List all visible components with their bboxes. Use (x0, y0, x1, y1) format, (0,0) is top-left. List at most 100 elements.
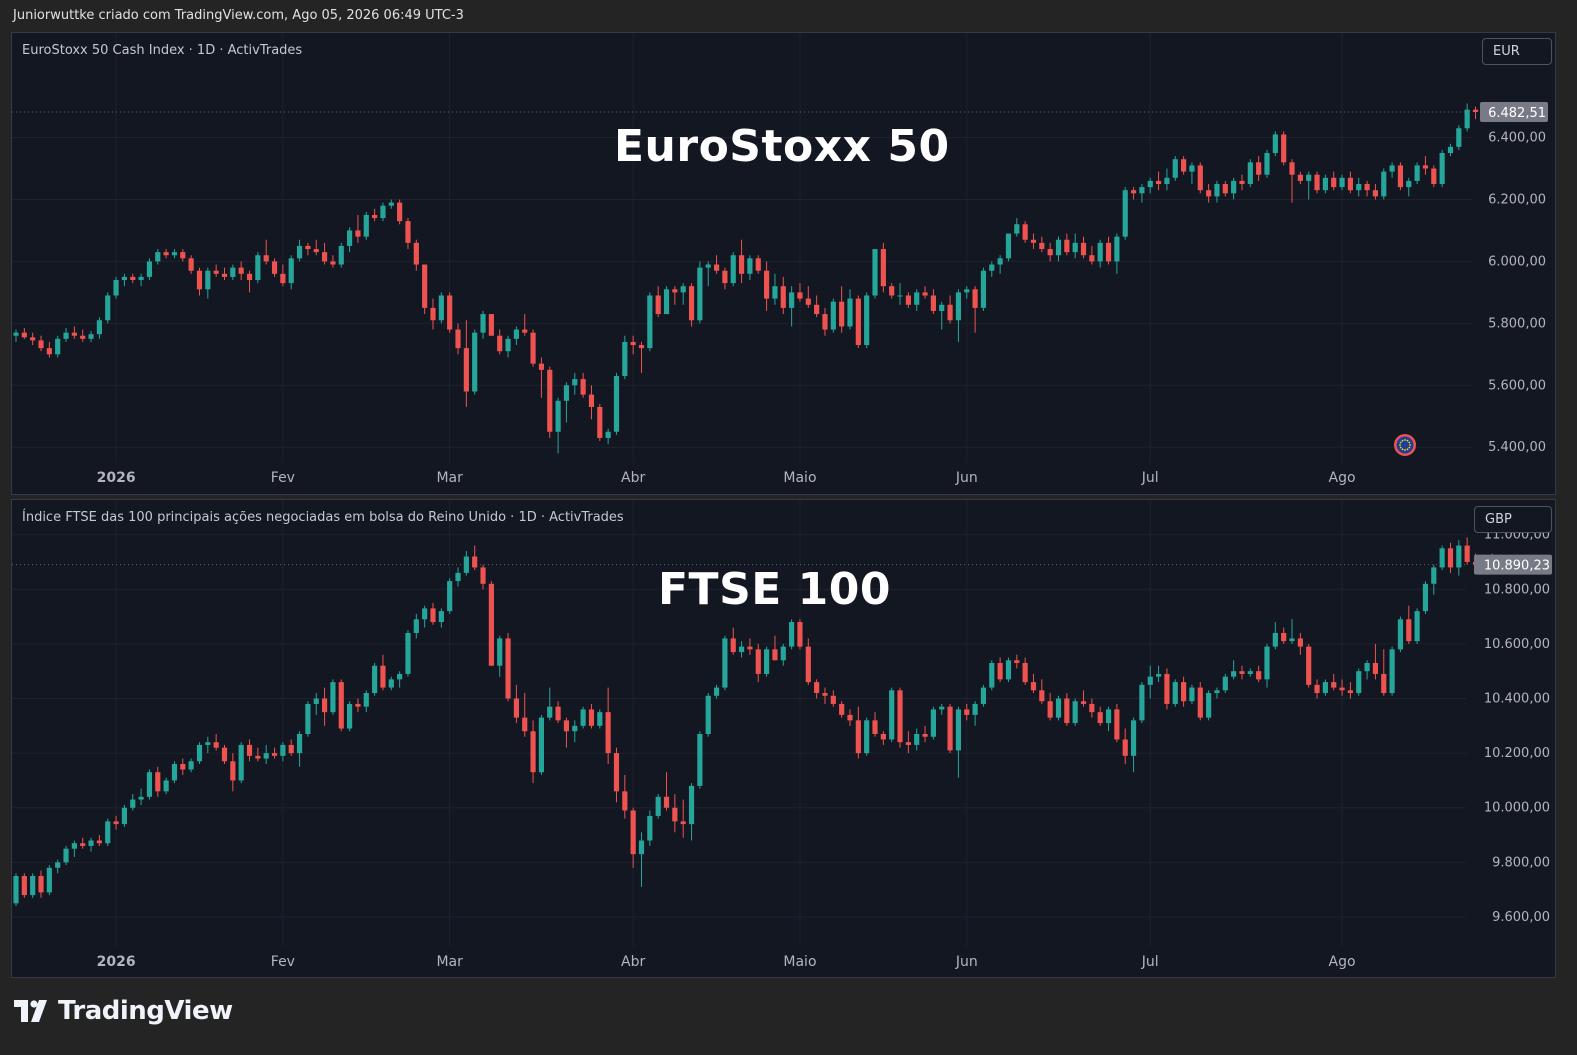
ftse-candle-body (547, 706, 553, 718)
eurostoxx-candle-body (163, 252, 169, 256)
ftse-candle-body (805, 646, 811, 683)
eurostoxx-candle (1055, 236, 1062, 262)
eurostoxx-candle-body (538, 363, 545, 370)
eurostoxx-candle-body (138, 276, 144, 280)
ftse-candle (1364, 660, 1370, 680)
ftse-x-tick-label: Jun (955, 954, 978, 970)
eurostoxx-candlestick-chart[interactable]: 6.400,00 6.200,00 6.000,00 5.800,00 5.600,00… (12, 33, 1556, 495)
ftse-candle (1439, 545, 1445, 571)
eurostoxx-candle (764, 261, 770, 311)
ftse-candle-body (1197, 687, 1203, 718)
eurostoxx-candle (213, 264, 219, 277)
eurostoxx-candle (1389, 162, 1395, 178)
eurostoxx-candle-body (713, 264, 720, 271)
ftse-candle-body (1114, 709, 1120, 740)
ftse-candle-body (63, 848, 69, 863)
tradingview-logo[interactable]: TradingView (14, 996, 233, 1026)
ftse-candle-body (638, 840, 645, 855)
ftse-candle (797, 619, 803, 650)
eurostoxx-candle-body (155, 252, 161, 262)
ftse-candle-body (196, 744, 203, 762)
ftse-candle (847, 709, 853, 726)
eurostoxx-candle (1364, 180, 1370, 197)
ftse-candle (330, 679, 336, 715)
eurostoxx-candle (730, 252, 736, 287)
eurostoxx-candle (997, 255, 1003, 274)
ftse-candle-body (1347, 690, 1353, 694)
ftse-candle-body (388, 679, 394, 688)
eu-flag-star (1406, 448, 1409, 451)
ftse-candle-body (1189, 687, 1195, 702)
ftse-candle (1022, 657, 1028, 685)
ftse-candle (1122, 728, 1128, 765)
eurostoxx-candle-body (755, 258, 761, 271)
eurostoxx-candle (588, 385, 595, 420)
ftse-candle-body (263, 753, 269, 759)
ftse-chart-panel[interactable]: 11.000,00 10.800,00 10.600,00 10.400,00 10.2… (11, 499, 1556, 978)
ftse-candle-body (1414, 611, 1420, 642)
ftse-candle (205, 736, 211, 754)
ftse-candle-body (138, 796, 144, 800)
eurostoxx-candle (1231, 177, 1237, 200)
eurostoxx-candle-body (213, 270, 219, 274)
eurostoxx-candle (697, 261, 703, 324)
eurostoxx-candle (705, 261, 711, 287)
eurostoxx-candle (680, 283, 686, 305)
ftse-candle (472, 545, 478, 571)
eurostoxx-chart-panel[interactable]: 6.400,00 6.200,00 6.000,00 5.800,00 5.600,00… (11, 32, 1556, 495)
eurostoxx-candle-body (1055, 239, 1062, 256)
eurostoxx-candle (880, 242, 886, 293)
eurostoxx-candle (538, 357, 545, 398)
eurostoxx-candle (872, 249, 878, 299)
eurostoxx-candle-body (413, 242, 419, 265)
ftse-candle-body (964, 709, 970, 715)
eurostoxx-candle-body (288, 258, 294, 284)
ftse-candle (497, 635, 503, 677)
eu-flag-star (1404, 449, 1406, 451)
ftse-candle-body (588, 709, 595, 726)
eurostoxx-candle (405, 218, 411, 250)
eurostoxx-candle-body (647, 295, 653, 349)
eurostoxx-candle-body (180, 252, 186, 259)
eurostoxx-candle (972, 286, 978, 333)
eurostoxx-candle (1097, 239, 1103, 268)
ftse-candle-body (513, 698, 519, 718)
ftse-candle (547, 687, 553, 721)
eurostoxx-candle (1414, 162, 1420, 184)
ftse-candle (1030, 673, 1037, 694)
ftse-candle-body (205, 742, 211, 745)
eurostoxx-candle-body (905, 295, 911, 305)
eurostoxx-candle (1072, 233, 1078, 259)
ftse-candle (422, 605, 428, 628)
ftse-candle (722, 635, 728, 691)
currency-gbp-button[interactable]: GBP (1474, 506, 1552, 533)
ftse-candle (1314, 679, 1320, 699)
eurostoxx-y-tick-label: 5.800,00 (1488, 316, 1546, 331)
ftse-candle (905, 731, 911, 754)
ftse-candle (572, 720, 578, 743)
eurostoxx-candle-body (530, 332, 536, 364)
ftse-candle (1347, 682, 1353, 699)
eurostoxx-candle-body (1097, 242, 1103, 262)
eurostoxx-candle-body (1130, 190, 1137, 194)
eurostoxx-candle-body (388, 202, 394, 206)
ftse-candle-body (814, 682, 820, 694)
ftse-candle (872, 712, 878, 737)
ftse-candle-body (989, 663, 995, 688)
ftse-candle-body (663, 796, 670, 808)
eurostoxx-candle-body (1281, 134, 1287, 163)
ftse-y-tick-label: 9.600,00 (1492, 910, 1550, 925)
ftse-candle-body (1147, 676, 1153, 685)
currency-eur-button[interactable]: EUR (1482, 38, 1552, 65)
eurostoxx-candle (597, 403, 603, 442)
eurostoxx-candle (1306, 171, 1312, 200)
eurostoxx-candle-body (922, 292, 928, 296)
eurostoxx-candle-body (130, 276, 136, 280)
ftse-candlestick-chart[interactable]: 11.000,0010.800,0010.600,0010.400,0010.2… (12, 500, 1556, 978)
ftse-candle-body (1447, 548, 1454, 568)
ftse-candle (355, 698, 361, 713)
eurostoxx-candle (155, 249, 161, 265)
ftse-candle (288, 739, 294, 756)
ftse-candle-body (497, 638, 503, 666)
eurostoxx-candle-body (730, 255, 736, 284)
